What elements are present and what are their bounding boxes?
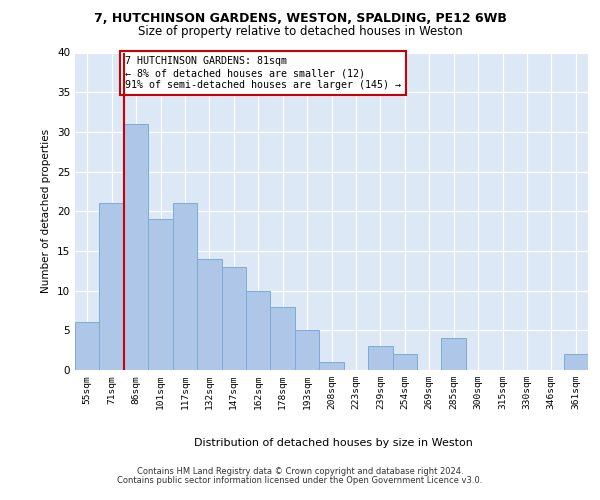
Bar — [124, 124, 148, 370]
Bar — [442, 338, 466, 370]
Text: 7 HUTCHINSON GARDENS: 81sqm
← 8% of detached houses are smaller (12)
91% of semi: 7 HUTCHINSON GARDENS: 81sqm ← 8% of deta… — [125, 56, 401, 90]
Bar — [197, 259, 221, 370]
Bar — [295, 330, 319, 370]
Bar — [148, 219, 173, 370]
Text: Size of property relative to detached houses in Weston: Size of property relative to detached ho… — [137, 25, 463, 38]
Text: Contains public sector information licensed under the Open Government Licence v3: Contains public sector information licen… — [118, 476, 482, 485]
Bar — [221, 267, 246, 370]
Bar — [563, 354, 588, 370]
Bar — [368, 346, 392, 370]
Text: Distribution of detached houses by size in Weston: Distribution of detached houses by size … — [194, 438, 472, 448]
Y-axis label: Number of detached properties: Number of detached properties — [41, 129, 52, 294]
Bar — [392, 354, 417, 370]
Bar — [246, 290, 271, 370]
Text: Contains HM Land Registry data © Crown copyright and database right 2024.: Contains HM Land Registry data © Crown c… — [137, 467, 463, 476]
Bar — [75, 322, 100, 370]
Bar — [100, 204, 124, 370]
Bar — [271, 306, 295, 370]
Bar — [173, 204, 197, 370]
Bar — [319, 362, 344, 370]
Text: 7, HUTCHINSON GARDENS, WESTON, SPALDING, PE12 6WB: 7, HUTCHINSON GARDENS, WESTON, SPALDING,… — [94, 12, 506, 24]
